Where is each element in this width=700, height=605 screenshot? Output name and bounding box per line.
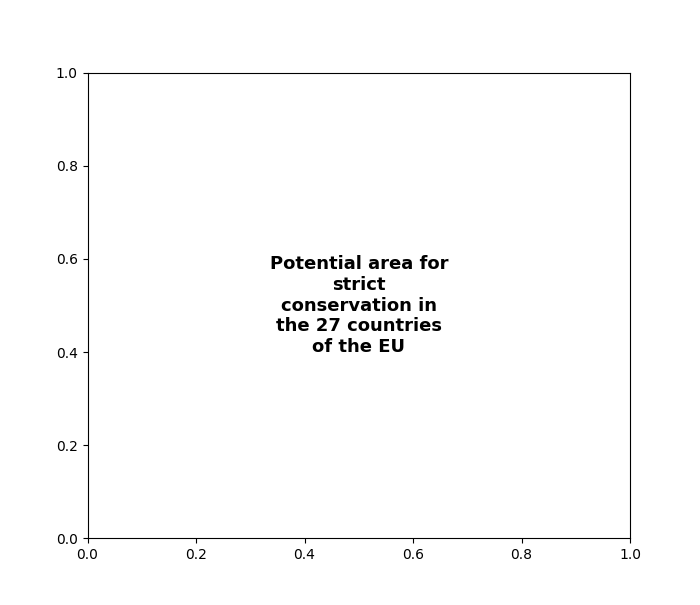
Text: Potential area for
strict
conservation in
the 27 countries
of the EU: Potential area for strict conservation i… <box>270 255 448 356</box>
